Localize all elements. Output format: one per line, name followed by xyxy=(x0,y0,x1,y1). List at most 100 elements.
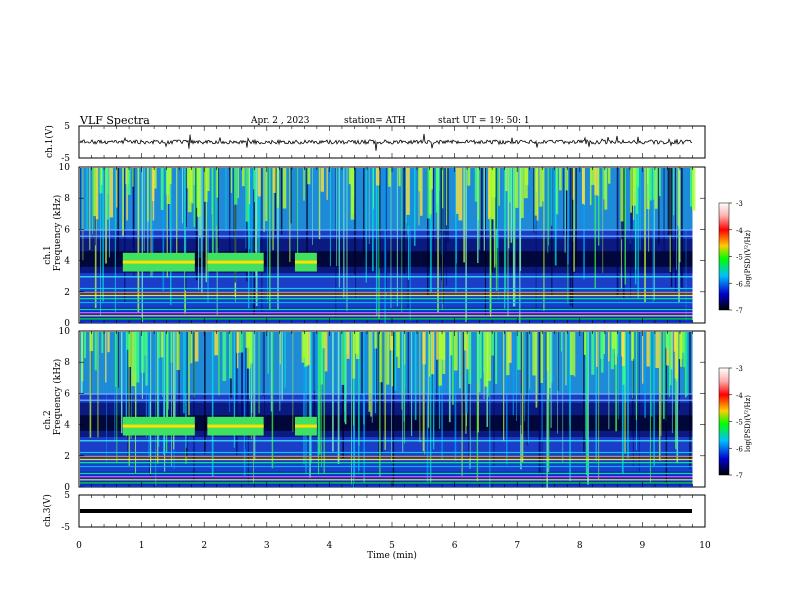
ch3-waveform-line xyxy=(80,509,692,513)
sferic-streak xyxy=(547,168,549,253)
upper-patch xyxy=(157,332,160,359)
upper-patch xyxy=(641,332,644,384)
upper-patch xyxy=(673,168,675,216)
upper-patch xyxy=(170,332,173,363)
sferic-streak xyxy=(384,168,386,324)
sferic-streak xyxy=(337,332,340,465)
sferic-streak xyxy=(624,168,626,285)
sferic-streak xyxy=(269,168,271,310)
sferic-streak xyxy=(368,168,370,244)
upper-patch xyxy=(81,332,84,382)
upper-patch xyxy=(463,332,467,351)
sferic-streak xyxy=(476,332,479,482)
upper-patch xyxy=(487,168,490,219)
sferic-streak xyxy=(371,332,373,423)
upper-patch xyxy=(683,332,686,368)
sferic-streak xyxy=(246,332,249,435)
horizontal-line xyxy=(80,482,693,484)
upper-patch xyxy=(551,332,553,383)
upper-patch xyxy=(132,168,134,187)
upper-patch xyxy=(621,332,625,367)
transmitter-core xyxy=(207,260,264,264)
sferic-streak xyxy=(378,168,380,320)
sferic-streak xyxy=(583,332,585,454)
upper-patch xyxy=(477,168,479,221)
sferic-streak xyxy=(193,168,196,227)
upper-patch xyxy=(194,332,199,362)
sferic-streak xyxy=(624,332,627,402)
sferic-streak xyxy=(660,332,662,437)
sferic-streak xyxy=(615,332,618,432)
horizontal-line xyxy=(80,465,693,468)
upper-patch xyxy=(322,332,326,349)
sferic-streak xyxy=(193,332,195,482)
sferic-streak xyxy=(557,332,558,434)
upper-patch xyxy=(204,168,208,202)
sferic-streak xyxy=(108,168,110,258)
upper-patch xyxy=(352,332,356,379)
sferic-streak xyxy=(535,332,538,408)
sferic-streak xyxy=(258,332,260,414)
upper-patch xyxy=(386,332,390,385)
horizontal-line xyxy=(80,462,693,464)
sferic-streak xyxy=(281,332,283,401)
sferic-streak xyxy=(529,332,531,390)
upper-patch xyxy=(635,168,639,214)
sferic-streak xyxy=(186,168,188,227)
sferic-streak xyxy=(370,332,372,417)
upper-patch xyxy=(379,332,383,383)
sferic-streak xyxy=(686,332,688,397)
upper-patch xyxy=(450,332,453,356)
sferic-streak xyxy=(491,168,493,273)
horizontal-line xyxy=(80,294,693,297)
sferic-streak xyxy=(375,168,378,316)
sferic-streak xyxy=(551,168,553,295)
sferic-streak xyxy=(455,168,457,294)
sferic-streak xyxy=(178,332,180,436)
sferic-streak xyxy=(468,332,470,459)
colorbar-1-label: log(PSD)(V²/Hz) xyxy=(744,230,752,287)
transmitter-core xyxy=(122,260,195,264)
sferic-streak xyxy=(97,332,99,438)
sferic-streak xyxy=(106,332,108,463)
upper-patch xyxy=(398,168,401,187)
sferic-streak xyxy=(394,332,397,391)
upper-patch xyxy=(565,332,567,386)
colorbar-tick-label: -3 xyxy=(736,365,743,373)
sferic-streak xyxy=(598,332,600,480)
sferic-streak xyxy=(117,168,120,256)
sferic-streak xyxy=(255,168,257,250)
sferic-streak xyxy=(414,332,417,421)
sferic-streak xyxy=(602,168,604,273)
sferic-streak xyxy=(173,332,176,427)
ch1-spectrogram-ylabel: ch.1 Frequency (kHz) xyxy=(43,195,63,272)
y-tick-label: 0 xyxy=(64,319,70,329)
sferic-streak xyxy=(290,168,292,224)
upper-patch xyxy=(583,168,586,205)
upper-patch xyxy=(160,168,164,210)
sferic-streak xyxy=(402,332,404,452)
sferic-streak xyxy=(436,332,438,414)
sferic-streak xyxy=(638,332,640,472)
upper-patch xyxy=(236,332,240,353)
upper-patch xyxy=(658,168,661,197)
sferic-streak xyxy=(681,168,683,289)
colorbar-tick-label: -7 xyxy=(736,472,743,480)
sferic-streak xyxy=(264,332,265,435)
upper-patch xyxy=(487,332,492,381)
upper-patch xyxy=(556,168,559,215)
horizontal-line xyxy=(80,393,693,395)
upper-patch xyxy=(648,168,652,201)
y-tick-label: 10 xyxy=(59,163,71,173)
sferic-streak xyxy=(684,332,687,398)
upper-patch xyxy=(241,168,245,187)
upper-patch xyxy=(458,168,463,221)
sferic-streak xyxy=(335,168,337,319)
upper-patch xyxy=(145,332,148,386)
sferic-streak xyxy=(270,332,272,412)
sferic-streak xyxy=(665,332,668,484)
transmitter-core xyxy=(294,424,317,428)
sferic-streak xyxy=(321,332,322,467)
